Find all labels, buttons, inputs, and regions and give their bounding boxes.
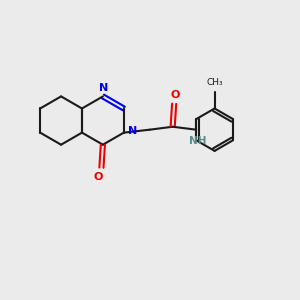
Text: O: O: [171, 90, 180, 100]
Text: NH: NH: [189, 136, 206, 146]
Text: O: O: [94, 172, 103, 182]
Text: CH₃: CH₃: [207, 78, 224, 87]
Text: N: N: [99, 83, 108, 94]
Text: N: N: [128, 126, 137, 136]
